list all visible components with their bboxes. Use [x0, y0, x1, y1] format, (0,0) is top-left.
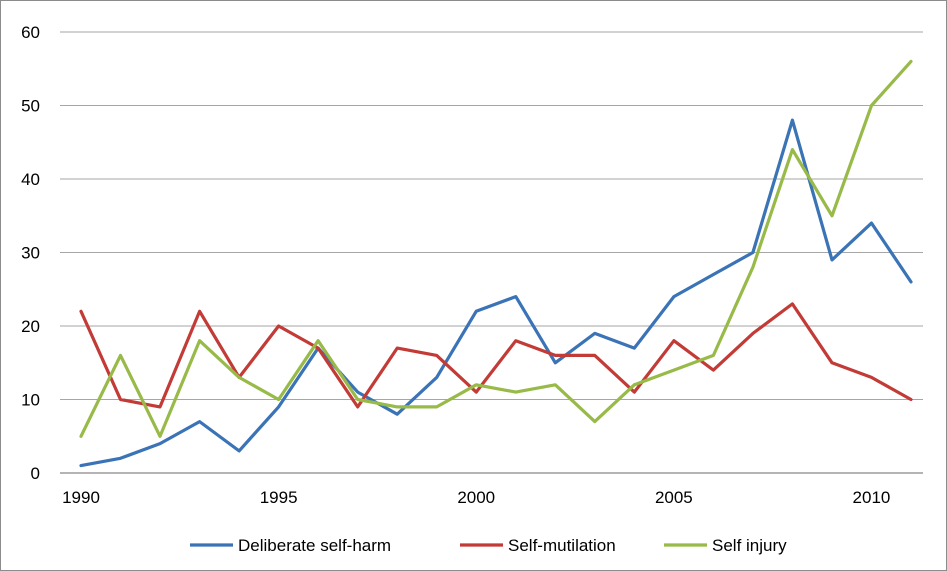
y-tick-label-50: 50: [21, 97, 40, 116]
x-axis-ticks: 1990 1995 2000 2005 2010: [62, 488, 890, 507]
legend: Deliberate self-harm Self-mutilation Self …: [190, 536, 787, 555]
x-tick-label-1990: 1990: [62, 488, 100, 507]
y-tick-label-60: 60: [21, 23, 40, 42]
x-tick-label-2000: 2000: [457, 488, 495, 507]
y-tick-label-40: 40: [21, 170, 40, 189]
series-line-self-mutilation: [79, 302, 913, 409]
y-tick-label-30: 30: [21, 244, 40, 263]
x-tick-label-2010: 2010: [853, 488, 891, 507]
x-tick-label-2005: 2005: [655, 488, 693, 507]
y-tick-label-10: 10: [21, 391, 40, 410]
legend-label-self-injury: Self injury: [712, 536, 787, 555]
y-axis-ticks: 0 10 20 30 40 50 60: [21, 23, 40, 483]
gridlines: [60, 31, 923, 400]
series-line-deliberate-self-harm: [79, 118, 913, 468]
series-lines: [79, 59, 913, 468]
series-line-self-injury: [79, 59, 913, 438]
legend-label-self-mutilation: Self-mutilation: [508, 536, 616, 555]
legend-label-deliberate-self-harm: Deliberate self-harm: [238, 536, 391, 555]
y-tick-label-0: 0: [31, 464, 40, 483]
y-tick-label-20: 20: [21, 317, 40, 336]
x-tick-label-1995: 1995: [260, 488, 298, 507]
